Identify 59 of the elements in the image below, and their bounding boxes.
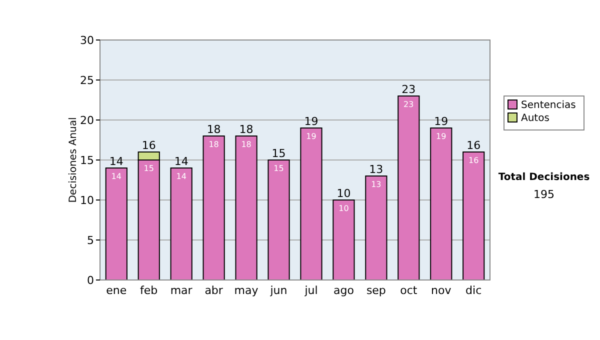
y-tick-label: 30: [80, 34, 94, 47]
data-label: 15: [144, 164, 154, 173]
bar: [430, 128, 452, 280]
y-tick-label: 15: [80, 154, 94, 167]
x-tick-label: jul: [304, 284, 318, 297]
text: Total Decisiones: [498, 172, 590, 183]
bar: [365, 176, 388, 280]
text: 195: [534, 188, 554, 201]
bar: [462, 152, 485, 280]
y-tick-label: 25: [80, 74, 94, 87]
total-label: 10: [336, 187, 351, 200]
total-label: 14: [109, 155, 124, 168]
data-label: 13: [371, 180, 382, 189]
data-label: 18: [241, 140, 252, 149]
data-label: 15: [274, 164, 284, 173]
total-label: 16: [466, 139, 481, 152]
bar: [332, 200, 355, 280]
total-label: 14: [174, 155, 188, 168]
total-label: 15: [272, 147, 286, 160]
bar: [235, 136, 258, 280]
data-label: 10: [338, 204, 349, 213]
bar: [268, 160, 290, 280]
x-tick-label: abr: [204, 284, 224, 297]
total-label: 19: [304, 115, 318, 128]
data-label: 18: [208, 140, 219, 149]
x-tick-label: feb: [140, 284, 158, 297]
total-label: 13: [369, 163, 384, 176]
total-label: 19: [434, 115, 448, 128]
bar: [300, 128, 322, 280]
y-tick-label: 5: [87, 234, 94, 247]
bar: [105, 168, 128, 280]
x-tick-label: jun: [269, 284, 288, 297]
y-tick-label: 20: [80, 114, 94, 127]
data-label: 19: [306, 132, 316, 141]
total-label: 16: [142, 139, 156, 152]
x-tick-label: ene: [106, 284, 127, 297]
y-tick-label: 0: [87, 274, 94, 287]
x-tick-label: sep: [366, 284, 386, 297]
bar: [398, 96, 420, 280]
y-tick-label: 10: [80, 194, 94, 207]
x-tick-label: ago: [333, 284, 354, 297]
data-label: 23: [404, 100, 414, 109]
legend-label: Sentencias: [521, 100, 576, 111]
total-label: 23: [402, 83, 416, 96]
data-label: 14: [176, 172, 186, 181]
bar: [202, 136, 225, 280]
x-tick-label: nov: [431, 284, 452, 297]
total-label: 18: [239, 123, 254, 136]
x-tick-label: may: [234, 284, 259, 297]
data-label: 14: [111, 172, 122, 181]
x-tick-label: mar: [170, 284, 193, 297]
bar: [170, 168, 192, 280]
legend-label: Autos: [521, 113, 550, 124]
x-tick-label: dic: [466, 284, 482, 297]
data-label: 19: [436, 132, 446, 141]
data-label: 16: [468, 156, 479, 165]
total-label: 18: [206, 123, 221, 136]
y-axis-title: Decisiones Anual: [68, 117, 79, 203]
x-tick-label: oct: [400, 284, 418, 297]
